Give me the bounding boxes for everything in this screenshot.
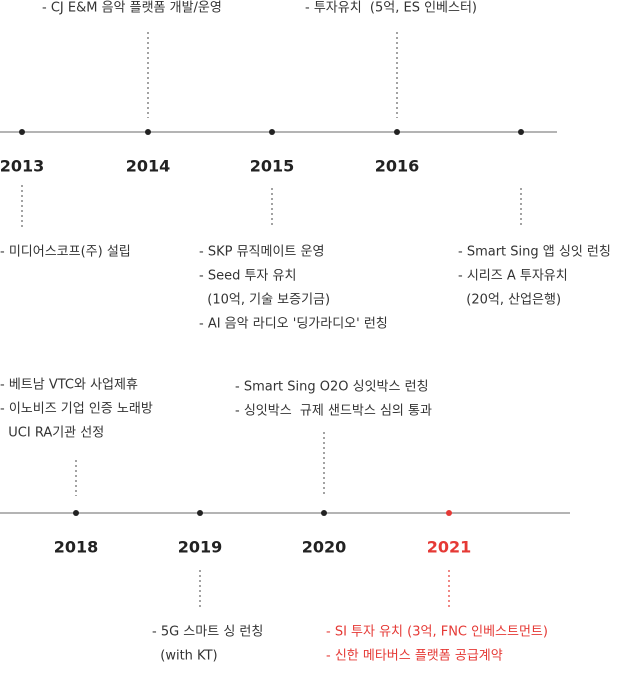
milestone-note: (20억, 산업은행): [458, 292, 561, 308]
milestone-dot: [197, 510, 203, 516]
milestone-note: - 미디어스코프(주) 설립: [0, 245, 131, 260]
milestone-note: - Smart Sing 앱 싱잇 런칭: [458, 245, 611, 260]
milestone-note: - 5G 스마트 싱 런칭: [152, 625, 263, 640]
milestone-note: - 투자유치 (5억, ES 인베스터): [305, 1, 477, 16]
milestone-note: - 이노비즈 기업 인증 노래방: [0, 402, 153, 417]
year-label: 2016: [375, 157, 420, 176]
year-label: 2013: [0, 157, 44, 176]
milestone-note: - AI 음악 라디오 '딩가라디오' 런칭: [199, 317, 388, 332]
milestone-dot: [19, 129, 25, 135]
year-label: 2019: [178, 538, 223, 557]
milestone-note: - Seed 투자 유치: [199, 269, 296, 284]
milestone-note: - 신한 메타버스 플랫폼 공급계약: [326, 649, 503, 664]
year-label: 2018: [54, 538, 99, 557]
milestone-note: - SKP 뮤직메이트 운영: [199, 245, 324, 260]
year-label: 2021: [427, 538, 472, 557]
year-label: 2015: [250, 157, 295, 176]
year-label: 2014: [126, 157, 171, 176]
milestone-note: - 시리즈 A 투자유치: [458, 269, 568, 284]
milestone-dot: [269, 129, 275, 135]
milestone-note: - Smart Sing O2O 싱잇박스 런칭: [235, 380, 429, 395]
milestone-note: - 싱잇박스 규제 샌드박스 심의 통과: [235, 404, 432, 419]
milestone-note: - SI 투자 유치 (3억, FNC 인베스트먼트): [326, 625, 548, 640]
year-label: 2020: [302, 538, 347, 557]
milestone-note: - CJ E&M 음악 플랫폼 개발/운영: [42, 1, 222, 16]
milestone-dot: [518, 129, 524, 135]
milestone-note: UCI RA기관 선정: [0, 426, 104, 441]
milestone-dot: [446, 510, 452, 516]
milestone-dot: [321, 510, 327, 516]
milestone-note: (10억, 기술 보증기금): [199, 293, 330, 308]
milestone-dot: [394, 129, 400, 135]
milestone-note: (with KT): [152, 649, 218, 664]
milestone-note: - 베트남 VTC와 사업제휴: [0, 378, 138, 393]
milestone-dot: [145, 129, 151, 135]
milestone-dot: [73, 510, 79, 516]
